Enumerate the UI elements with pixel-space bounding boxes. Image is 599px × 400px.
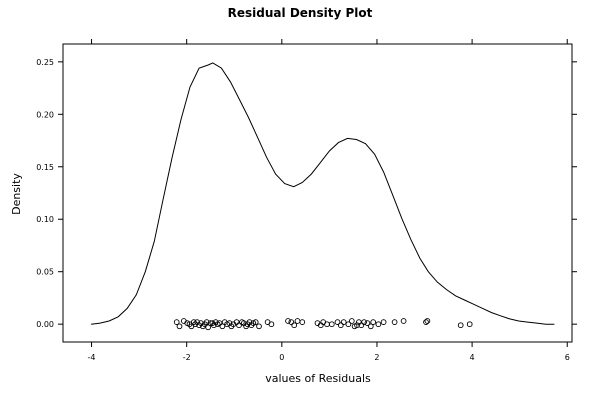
x-tick-label: -4 [88,353,96,362]
x-tick-label: -2 [183,353,191,362]
plot-area [91,62,555,331]
x-tick-label: 4 [470,353,475,362]
residual-point [285,318,291,324]
residual-point [205,324,211,331]
residual-point [219,323,226,330]
residual-point [216,320,223,326]
residual-point [173,319,180,325]
y-tick-label: 0.20 [36,110,54,119]
residual-point [375,321,382,328]
residual-point [466,321,473,328]
y-axis-label: Density [10,173,23,215]
residual-point [348,318,355,324]
residual-point [380,319,387,325]
residual-point [288,319,295,325]
residual-point [299,319,306,325]
residual-point [203,319,210,325]
residual-point [291,322,298,329]
residual-point [236,322,242,329]
residual-point [423,319,429,325]
residual-point [457,322,464,329]
residual-point [176,323,183,330]
residual-point [252,319,259,325]
residual-point [340,319,347,325]
chart-title: Residual Density Plot [228,6,373,20]
x-tick-label: 2 [374,353,379,362]
residual-point [424,318,431,324]
residual-point [370,319,377,325]
residual-point [324,321,330,328]
x-axis-label: values of Residuals [265,372,371,385]
y-tick-label: 0.10 [36,215,54,224]
residual-point [400,318,407,324]
x-tick-label: 0 [279,353,284,362]
plot-frame [62,43,573,343]
y-tick-label: 0.15 [36,163,54,172]
x-tick-label: 6 [565,353,570,362]
x-axis: -4 -2 0 2 4 6 [88,39,570,362]
density-curve [91,62,555,325]
residual-point [367,323,374,330]
residual-point [337,322,344,329]
residual-point [256,323,262,330]
residual-point [391,319,398,325]
y-axis: 0.00 0.05 0.10 0.15 0.20 0.25 [36,58,577,329]
y-tick-label: 0.25 [36,58,54,67]
residual-point [328,321,335,328]
residual-point [334,319,341,325]
residual-point [358,322,365,329]
residual-point [361,319,367,325]
y-tick-label: 0.05 [36,268,54,277]
residual-point [364,320,371,326]
residual-point [345,321,352,328]
residual-point [294,318,301,324]
residual-point [268,321,275,328]
y-tick-label: 0.00 [36,320,54,329]
